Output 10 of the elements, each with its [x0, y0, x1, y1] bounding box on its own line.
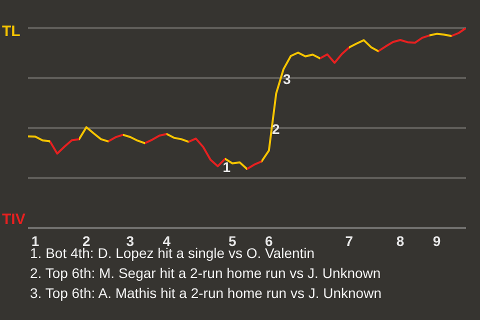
x-tick-label: 9	[432, 232, 441, 249]
annotation: 1	[222, 159, 231, 176]
text: 3. Top 6th: A. Mathis hit a 2-run home run vs J. Unknown	[30, 284, 382, 303]
text: 2. Top 6th: M. Segar hit a 2-run home run vs J. Unknown	[30, 264, 382, 283]
annotation: 3	[283, 71, 291, 87]
annotation: 2	[272, 121, 280, 137]
x-tick-label: 8	[396, 232, 404, 249]
x-tick-label: 7	[345, 232, 354, 249]
text: TL	[2, 23, 20, 40]
text: TIV	[2, 211, 26, 228]
